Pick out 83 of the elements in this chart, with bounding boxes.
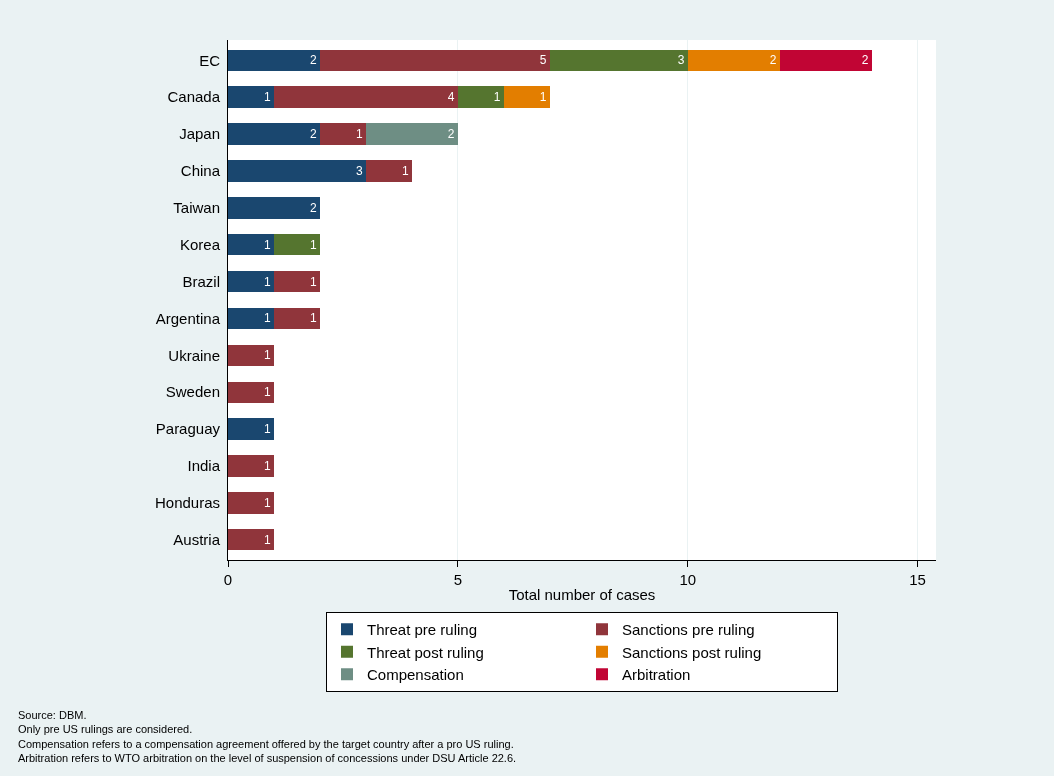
y-tick-label: Ukraine xyxy=(168,346,220,364)
y-tick-label: Honduras xyxy=(154,494,220,512)
y-tick-label: Canada xyxy=(167,88,221,106)
data-label: 1 xyxy=(263,495,271,510)
data-label: 2 xyxy=(309,127,317,142)
bar xyxy=(228,233,274,256)
bar xyxy=(228,455,274,477)
bar xyxy=(273,270,320,293)
bar xyxy=(319,49,550,71)
legend-label: Sanctions post ruling xyxy=(622,643,762,661)
y-tick-label: EC xyxy=(199,51,221,69)
data-label: 3 xyxy=(355,163,363,178)
data-label: 1 xyxy=(309,311,317,326)
data-label: 1 xyxy=(263,458,271,473)
y-tick-label: Argentina xyxy=(155,309,221,327)
data-label: 2 xyxy=(309,53,317,68)
bar xyxy=(228,123,320,145)
data-label: 1 xyxy=(401,163,409,178)
y-tick-label: Sweden xyxy=(165,383,220,401)
bar xyxy=(273,307,320,330)
bar xyxy=(779,49,872,71)
data-label: 1 xyxy=(539,90,547,105)
y-tick-label: Austria xyxy=(173,530,221,548)
bar xyxy=(228,270,274,293)
text: Arbitration refers to WTO arbitration on the level of suspension of concessions under DSU Article 22.6. xyxy=(18,751,517,764)
x-tick-label: 10 xyxy=(679,571,697,588)
bar xyxy=(273,233,320,256)
x-tick-label: 0 xyxy=(223,571,233,588)
data-label: 1 xyxy=(263,385,271,400)
legend-label: Threat post ruling xyxy=(367,643,484,661)
bar xyxy=(228,197,320,219)
bar xyxy=(228,307,274,330)
bar xyxy=(228,381,274,403)
y-tick-label: Paraguay xyxy=(155,420,221,438)
bar xyxy=(228,529,274,551)
bar xyxy=(503,86,550,108)
data-label: 5 xyxy=(539,53,547,68)
source-note: Source: DBM. xyxy=(18,709,87,721)
bar xyxy=(228,49,320,71)
data-label: 1 xyxy=(309,237,317,252)
bar xyxy=(228,492,274,514)
text: Compensation refers to a compensation agreement offered by the target country after a pro US ruling. xyxy=(18,737,514,750)
bar xyxy=(365,160,412,182)
x-axis-title: Total number of cases xyxy=(508,586,656,603)
legend-label: Arbitration xyxy=(622,666,691,684)
data-label: 1 xyxy=(493,90,501,105)
bar xyxy=(228,418,274,440)
data-label: 1 xyxy=(355,127,363,142)
legend-label: Sanctions pre ruling xyxy=(622,621,755,639)
data-label: 4 xyxy=(447,90,455,105)
data-label: 2 xyxy=(861,53,869,68)
data-label: 1 xyxy=(263,237,271,252)
legend-label: Threat pre ruling xyxy=(367,621,478,639)
bar xyxy=(687,49,780,71)
bar xyxy=(228,160,366,182)
bar xyxy=(273,86,458,108)
data-label: 1 xyxy=(263,90,271,105)
bar xyxy=(228,344,274,367)
bar xyxy=(457,86,504,108)
y-tick-label: Taiwan xyxy=(173,199,220,217)
data-label: 2 xyxy=(769,53,777,68)
data-label: 1 xyxy=(263,532,271,547)
data-label: 1 xyxy=(263,311,271,326)
data-label: 1 xyxy=(263,348,271,363)
bar xyxy=(319,123,366,145)
y-tick-label: Japan xyxy=(179,125,220,143)
data-label: 2 xyxy=(447,127,455,142)
legend-label: Compensation xyxy=(367,666,464,684)
data-label: 3 xyxy=(677,53,685,68)
y-tick-label: China xyxy=(180,162,221,180)
y-tick-label: Brazil xyxy=(182,272,220,290)
bar xyxy=(549,49,688,71)
bar xyxy=(365,123,458,145)
text: Only pre US rulings are considered. xyxy=(18,723,193,736)
data-label: 2 xyxy=(309,200,317,215)
x-tick-label: 5 xyxy=(453,571,463,588)
data-label: 1 xyxy=(263,274,271,289)
y-tick-label: Korea xyxy=(179,235,221,253)
bar xyxy=(228,86,274,108)
x-tick-label: 15 xyxy=(909,571,926,588)
data-label: 1 xyxy=(263,422,271,437)
data-label: 1 xyxy=(309,274,317,289)
y-tick-label: India xyxy=(187,457,221,475)
